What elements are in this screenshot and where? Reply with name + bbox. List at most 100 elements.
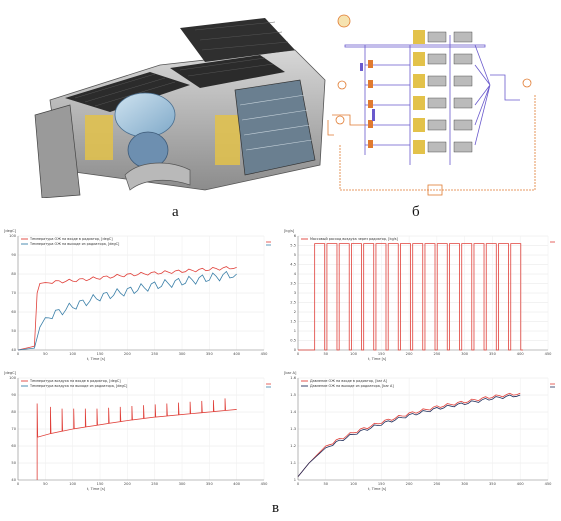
x-tick-label: 0: [17, 352, 20, 356]
y-tick-label: 1.1: [290, 461, 296, 465]
y-tick-label: 5.5: [290, 244, 296, 248]
x-tick-label: 400: [517, 352, 525, 356]
x-axis-label: t, Time [s]: [87, 357, 106, 361]
y-tick-label: 40: [11, 348, 16, 352]
legend-label: Температура воздуха на выходе из радиато…: [29, 384, 128, 388]
x-tick-label: 150: [97, 482, 105, 486]
y-tick-label: 80: [11, 272, 16, 276]
caption-c: в: [272, 500, 280, 516]
y-tick-label: 4: [294, 272, 297, 276]
y-tick-label: 1.4: [290, 410, 296, 414]
x-tick-label: 250: [433, 482, 441, 486]
x-tick-label: 350: [489, 482, 497, 486]
caption-a: а: [172, 204, 179, 220]
x-tick-label: 300: [179, 352, 187, 356]
legend-label: Давление ОЖ на входе в радиатор, [bar A]: [310, 379, 388, 383]
units-label: [bar A]: [284, 371, 297, 375]
x-tick-label: 450: [261, 352, 269, 356]
series-line: [297, 394, 521, 477]
x-tick-label: 400: [233, 482, 241, 486]
y-tick-label: 1: [294, 478, 296, 482]
y-tick-label: 100: [9, 234, 17, 238]
x-tick-label: 200: [124, 352, 132, 356]
x-tick-label: 0: [17, 482, 20, 486]
x-tick-label: 400: [233, 352, 241, 356]
x-tick-label: 250: [151, 352, 159, 356]
y-tick-label: 1.5: [290, 393, 296, 397]
x-tick-label: 100: [350, 482, 358, 486]
x-tick-label: 400: [517, 482, 525, 486]
x-tick-label: 250: [433, 352, 441, 356]
x-tick-label: 200: [406, 352, 414, 356]
x-tick-label: 50: [323, 352, 328, 356]
x-tick-label: 350: [489, 352, 497, 356]
machine-3d-model: [30, 10, 330, 198]
legend-label: Давление ОЖ на выходе из радиатора, [bar…: [310, 384, 394, 388]
y-tick-label: 1.6: [290, 376, 296, 380]
y-tick-label: 0: [294, 348, 297, 352]
y-tick-label: 80: [11, 410, 16, 414]
y-tick-label: 3.5: [290, 282, 296, 286]
x-tick-label: 50: [43, 482, 48, 486]
y-tick-label: 40: [11, 478, 16, 482]
y-tick-label: 2: [294, 310, 296, 314]
x-tick-label: 100: [350, 352, 358, 356]
x-tick-label: 300: [461, 352, 469, 356]
x-tick-label: 150: [378, 352, 386, 356]
y-tick-label: 70: [11, 291, 16, 295]
y-tick-label: 1: [294, 329, 296, 333]
series-line: [17, 270, 237, 351]
x-axis-label: t, Time [s]: [87, 487, 106, 491]
x-tick-label: 450: [261, 482, 269, 486]
y-tick-label: 4.5: [290, 263, 296, 267]
y-tick-label: 60: [11, 444, 16, 448]
x-tick-label: 100: [69, 482, 77, 486]
y-tick-label: 90: [11, 253, 16, 257]
series-line: [36, 398, 237, 480]
y-tick-label: 0.5: [290, 339, 296, 343]
x-tick-label: 300: [461, 482, 469, 486]
x-tick-label: 200: [406, 482, 414, 486]
legend-label: Массовый расход воздуха через радиатор, …: [310, 237, 399, 241]
x-tick-label: 350: [206, 482, 214, 486]
x-axis-label: t, Time [s]: [368, 487, 387, 491]
x-tick-label: 0: [297, 352, 300, 356]
y-tick-label: 50: [11, 329, 16, 333]
y-tick-label: 50: [11, 461, 16, 465]
units-label: [degC]: [4, 229, 17, 233]
y-tick-label: 5: [294, 253, 296, 257]
x-axis-label: t, Time [s]: [368, 357, 387, 361]
y-tick-label: 2.5: [290, 301, 296, 305]
y-tick-label: 100: [9, 376, 17, 380]
x-tick-label: 50: [43, 352, 48, 356]
y-tick-label: 1.3: [290, 427, 296, 431]
chart-air-temperature: [degC] 40 50 60 70 80 90 100 0 50 100 150 200 250 300 3…: [2, 366, 274, 494]
circuit-schematic: [320, 5, 560, 205]
series-line: [17, 266, 237, 351]
y-tick-label: 1.2: [290, 444, 296, 448]
chart-coolant-temperature: [degC] 40 50 60 70 80 90 100 0 50 100 150 200 250 300 3…: [2, 224, 274, 364]
y-tick-label: 1.5: [290, 320, 296, 324]
x-tick-label: 150: [97, 352, 105, 356]
circuit-schematic-icon: [327, 14, 536, 196]
series-line: [297, 392, 521, 477]
y-tick-label: 90: [11, 393, 16, 397]
y-tick-label: 60: [11, 310, 16, 314]
y-tick-label: 3: [294, 291, 296, 295]
x-tick-label: 0: [297, 482, 300, 486]
x-tick-label: 450: [545, 352, 553, 356]
x-tick-label: 450: [545, 482, 553, 486]
legend-label: Температура воздуха на входе в радиатор,…: [29, 379, 121, 383]
units-label: [degC]: [4, 371, 17, 375]
y-tick-label: 6: [294, 234, 297, 238]
chart-coolant-pressure: [bar A] 1 1.1 1.2 1.3 1.4 1.5 1.6 0 50 100 150 200 25…: [282, 366, 558, 494]
series-line: [298, 243, 523, 351]
x-tick-label: 250: [151, 482, 159, 486]
legend-label: Температура ОЖ на выходе из радиатора, […: [29, 242, 120, 246]
x-tick-label: 300: [179, 482, 187, 486]
x-tick-label: 200: [124, 482, 132, 486]
x-tick-label: 100: [69, 352, 77, 356]
machine-model-icon: [34, 18, 326, 198]
y-tick-label: 70: [11, 427, 16, 431]
caption-b: б: [412, 204, 420, 220]
